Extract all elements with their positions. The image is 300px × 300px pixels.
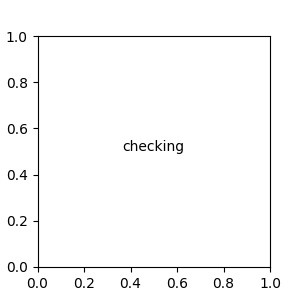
Text: checking: checking [123, 140, 185, 154]
